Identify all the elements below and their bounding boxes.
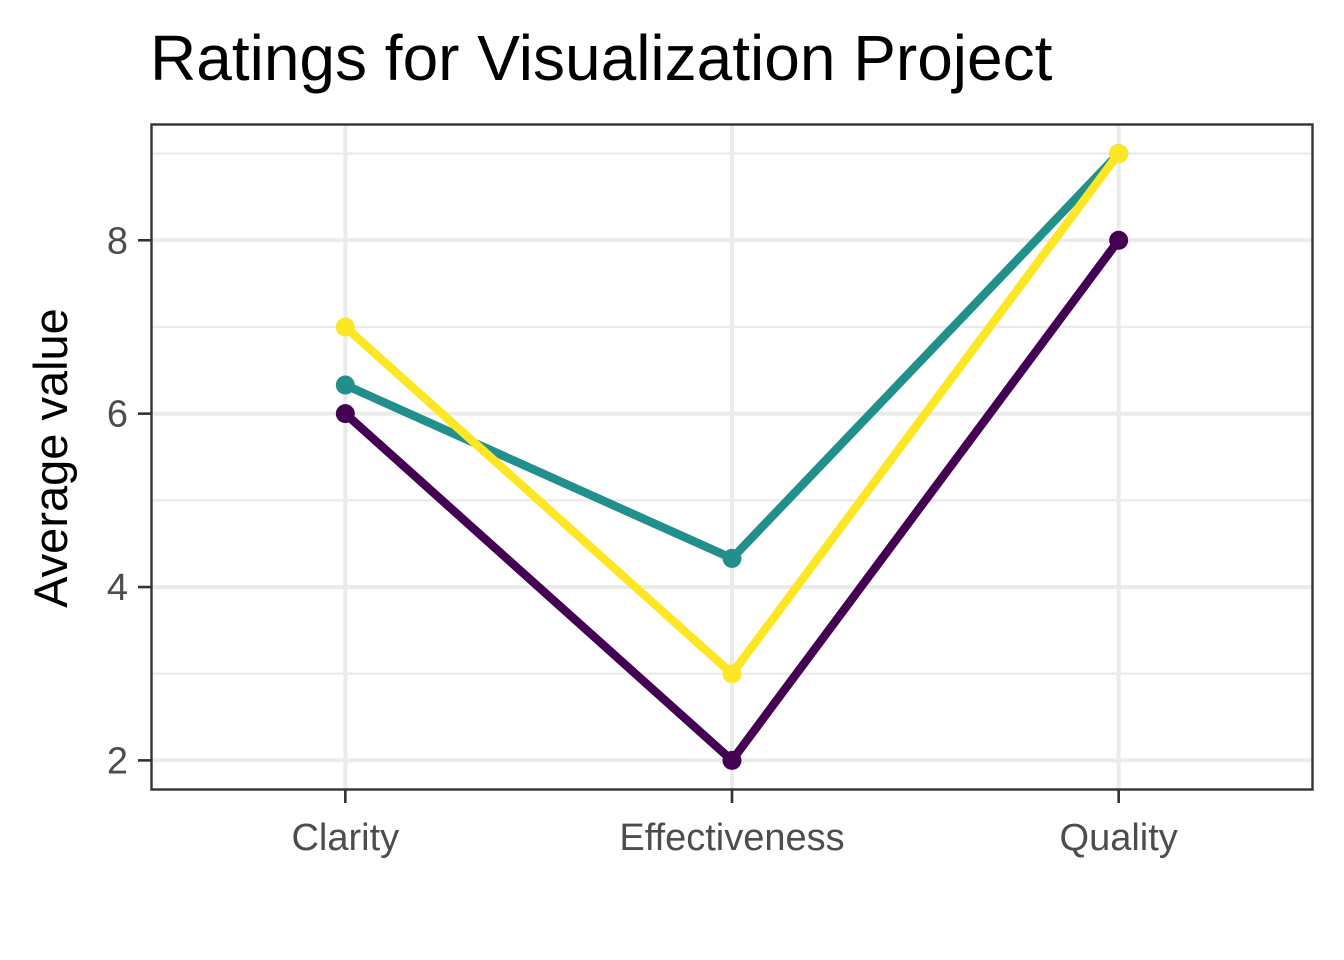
data-point <box>335 404 355 424</box>
data-point <box>722 750 742 770</box>
series-group <box>335 144 1129 770</box>
axes: 2 4 6 8 Clarity Effectiveness Quality <box>107 220 1178 859</box>
y-tick-label: 2 <box>107 740 128 782</box>
data-point <box>1109 230 1129 250</box>
y-axis-title: Average value <box>24 308 77 608</box>
grid <box>152 125 1312 789</box>
x-tick-label: Clarity <box>291 817 399 859</box>
data-point <box>335 375 355 395</box>
data-point <box>335 317 355 337</box>
data-point <box>722 664 742 684</box>
y-tick-label: 4 <box>107 567 128 609</box>
y-tick-label: 6 <box>107 394 128 436</box>
x-tick-label: Effectiveness <box>619 817 844 859</box>
chart-title: Ratings for Visualization Project <box>150 22 1053 94</box>
data-point <box>722 548 742 568</box>
data-point <box>1109 144 1129 164</box>
y-tick-label: 8 <box>107 220 128 262</box>
x-tick-label: Quality <box>1060 817 1178 859</box>
series-1 <box>335 230 1129 770</box>
series-3 <box>335 144 1129 684</box>
